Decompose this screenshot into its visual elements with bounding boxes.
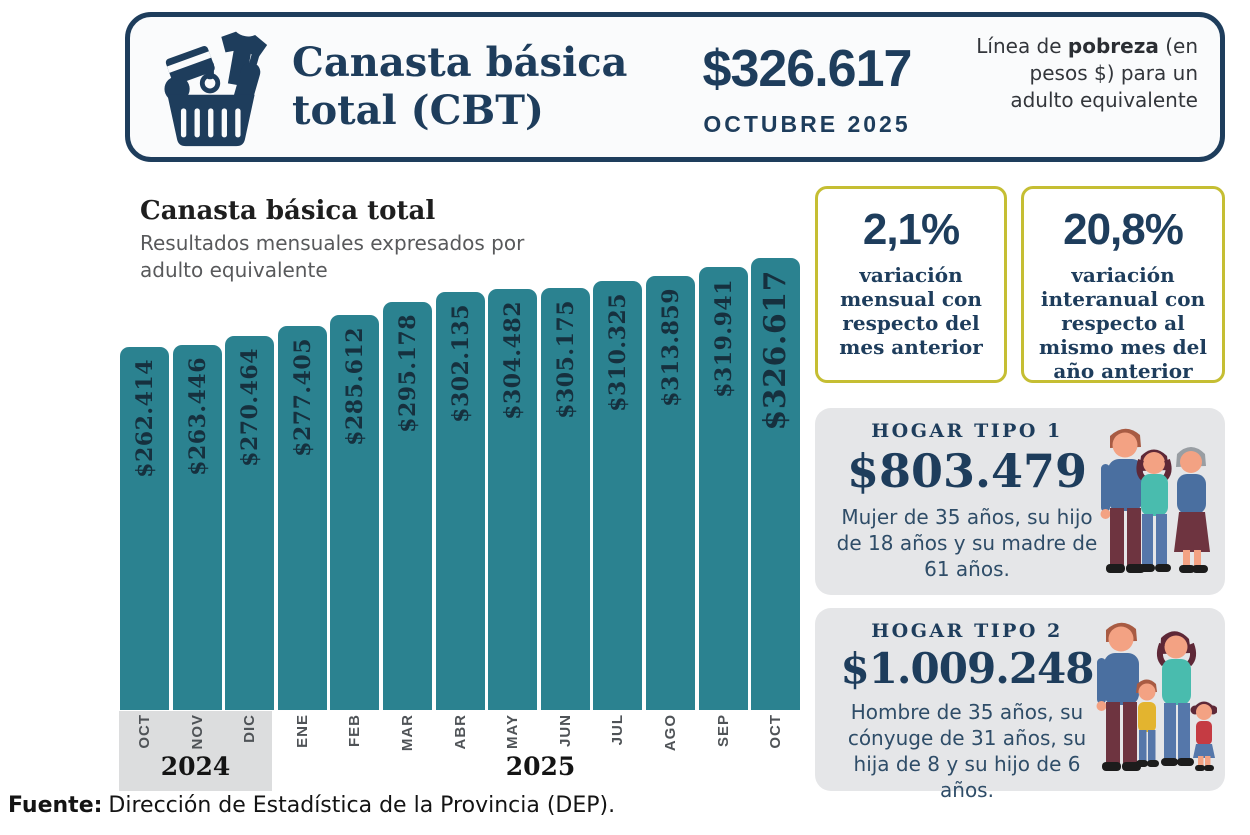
- bar-12-oct: $326.617: [751, 258, 800, 710]
- year-label-2025: 2025: [505, 752, 576, 781]
- household-type2-value: $1.009.248: [840, 644, 1094, 693]
- source-note: Fuente: Dirección de Estadística de la Pr…: [8, 793, 615, 818]
- household-type1-card: HOGAR TIPO 1 $803.479 Mujer de 35 años, …: [815, 408, 1225, 595]
- month-label-jun: JUN: [557, 714, 574, 748]
- household-type1-title: HOGAR TIPO 1: [871, 420, 1063, 442]
- page-title: Canasta básica total (CBT): [292, 39, 627, 135]
- header-banner: Canasta básica total (CBT) $326.617 OCTU…: [125, 12, 1225, 162]
- bar-value-label: $326.617: [758, 270, 793, 431]
- note-post: (en pesos $) para un adulto equivalente: [1010, 34, 1198, 112]
- monthly-variation-value: 2,1%: [862, 205, 960, 254]
- headline-value: $326.617: [702, 40, 913, 98]
- bar-5-mar: $295.178: [383, 302, 432, 710]
- headline-period: OCTUBRE 2025: [703, 111, 911, 137]
- bar-group: $262.414 $263.446 $270.464 $277.405 $285.612…: [120, 258, 810, 710]
- month-label-oct: OCT: [767, 714, 784, 749]
- month-label-mar: MAR: [399, 714, 416, 752]
- bar-7-may: $304.482: [488, 289, 537, 710]
- family-of-three-icon: [1089, 418, 1217, 584]
- bar-value-label: $270.464: [236, 348, 263, 467]
- household-type2-card: HOGAR TIPO 2 $1.009.248 Hombre de 35 año…: [815, 608, 1225, 802]
- bar-3-ene: $277.405: [278, 326, 327, 710]
- household-type1-desc: Mujer de 35 años, su hijo de 18 años y s…: [836, 505, 1098, 581]
- bar-10-ago: $313.859: [646, 276, 695, 710]
- bar-2-dic: $270.464: [225, 336, 274, 710]
- bar-value-label: $319.941: [710, 279, 737, 398]
- bar-1-nov: $263.446: [173, 345, 222, 710]
- bar-11-sep: $319.941: [699, 267, 748, 710]
- bar-6-abr: $302.135: [436, 292, 485, 710]
- yearly-variation-box: 20,8% variación interanual con respecto …: [1021, 186, 1225, 383]
- bar-4-feb: $285.612: [330, 315, 379, 710]
- page-title-line1: Canasta básica: [292, 39, 628, 86]
- bar-value-label: $277.405: [289, 338, 316, 457]
- month-label-sep: SEP: [715, 714, 732, 748]
- month-label-nov: NOV: [189, 714, 206, 750]
- month-label-jul: JUL: [609, 714, 626, 746]
- household-type2-text: HOGAR TIPO 2 $1.009.248 Hombre de 35 año…: [829, 620, 1105, 803]
- shopping-basket-icon: [148, 25, 274, 151]
- month-label-dic: DIC: [241, 714, 258, 743]
- bar-value-label: $295.178: [394, 314, 421, 433]
- bar-value-label: $263.446: [184, 357, 211, 476]
- monthly-variation-box: 2,1% variación mensual con respecto del …: [815, 186, 1007, 383]
- bar-value-label: $305.175: [552, 300, 579, 419]
- month-label-feb: FEB: [346, 714, 363, 747]
- chart-subtitle: Resultados mensuales expresados por adul…: [140, 231, 525, 282]
- household-type2-desc: Hombre de 35 años, su cónyuge de 31 años…: [847, 700, 1087, 802]
- note-bold: pobreza: [1067, 34, 1159, 58]
- poverty-line-note: Línea de pobreza (en pesos $) para un ad…: [968, 33, 1198, 114]
- page-title-line2: total (CBT): [292, 87, 544, 134]
- headline-value-block: $326.617 OCTUBRE 2025: [662, 39, 952, 138]
- chart-title: Canasta básica total: [140, 196, 436, 226]
- bar-9-jul: $310.325: [593, 281, 642, 710]
- household-type2-title: HOGAR TIPO 2: [871, 620, 1063, 642]
- source-label: Fuente:: [8, 793, 103, 818]
- year-2024-band: [119, 711, 272, 791]
- yearly-variation-desc: variación interanual con respecto al mis…: [1039, 263, 1207, 383]
- bar-value-label: $285.612: [341, 327, 368, 446]
- month-label-oct: OCT: [136, 714, 153, 749]
- yearly-variation-value: 20,8%: [1063, 205, 1184, 254]
- note-pre: Línea de: [976, 34, 1068, 58]
- month-label-may: MAY: [504, 714, 521, 749]
- source-text: Dirección de Estadística de la Provincia…: [108, 793, 616, 818]
- monthly-variation-desc: variación mensual con respecto del mes a…: [839, 263, 983, 359]
- bar-value-label: $304.482: [499, 301, 526, 420]
- bar-0-oct: $262.414: [120, 347, 169, 710]
- bar-value-label: $310.325: [604, 293, 631, 412]
- bar-value-label: $262.414: [131, 359, 158, 478]
- bar-8-jun: $305.175: [541, 288, 590, 710]
- bar-value-label: $313.859: [657, 288, 684, 407]
- month-label-ago: AGO: [662, 714, 679, 752]
- month-label-abr: ABR: [452, 714, 469, 750]
- family-of-four-icon: [1089, 618, 1218, 784]
- year-label-2024: 2024: [160, 752, 231, 781]
- household-type1-value: $803.479: [846, 444, 1088, 498]
- household-type1-text: HOGAR TIPO 1 $803.479 Mujer de 35 años, …: [829, 420, 1105, 582]
- bar-value-label: $302.135: [447, 304, 474, 423]
- month-label-ene: ENE: [294, 714, 311, 748]
